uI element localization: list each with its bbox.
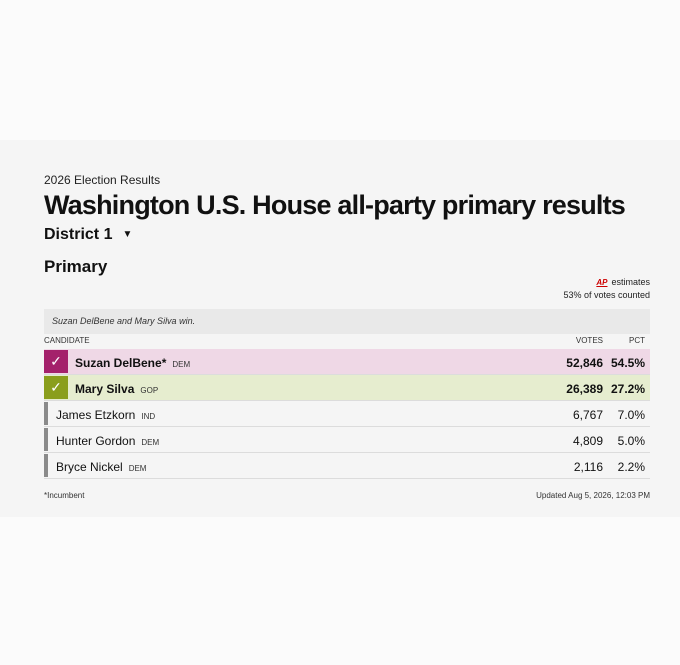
party-label: DEM [172, 360, 191, 369]
candidate-name: Mary Silva GOP [75, 382, 159, 396]
votes-counted: 53% of votes counted [563, 290, 650, 300]
ap-logo: AP [596, 278, 608, 287]
column-votes: VOTES [575, 336, 603, 345]
candidate-votes: 2,116 [573, 460, 603, 474]
kicker: 2026 Election Results [44, 173, 161, 187]
table-row: Hunter Gordon DEM 4,809 5.0% [44, 427, 650, 453]
column-pct: PCT [629, 336, 645, 345]
row-bar [44, 402, 48, 425]
column-candidate: CANDIDATE [44, 336, 90, 345]
caret-down-icon: ▼ [122, 229, 133, 240]
table-header: CANDIDATE VOTES PCT [44, 336, 650, 348]
party-label: DEM [141, 438, 160, 447]
candidate-pct: 54.5% [610, 356, 645, 370]
party-label: GOP [140, 386, 159, 395]
candidate-votes: 6,767 [572, 408, 603, 422]
table-row: James Etzkorn IND 6,767 7.0% [44, 401, 650, 427]
candidate-pct: 2.2% [617, 460, 645, 474]
candidate-votes: 52,846 [566, 356, 603, 370]
table-row: ✓ Mary Silva GOP 26,389 27.2% [44, 375, 650, 401]
table-row: ✓ Suzan DelBene* DEM 52,846 54.5% [44, 349, 650, 375]
check-icon: ✓ [44, 350, 68, 373]
candidate-pct: 5.0% [617, 434, 645, 448]
candidate-name: Suzan DelBene* DEM [75, 356, 191, 370]
result-summary: Suzan DelBene and Mary Silva win. [44, 309, 650, 334]
candidate-pct: 27.2% [610, 382, 645, 396]
estimate-label: estimates [611, 277, 650, 287]
page-title: Washington U.S. House all-party primary … [44, 190, 626, 220]
results-table: ✓ Suzan DelBene* DEM 52,846 54.5% ✓ Mary … [44, 349, 650, 479]
candidate-name: Hunter Gordon DEM [56, 434, 160, 448]
candidate-pct: 7.0% [617, 408, 645, 422]
row-bar [44, 428, 48, 451]
updated-timestamp: Updated Aug 5, 2026, 12:03 PM [536, 491, 650, 500]
candidate-votes: 26,389 [566, 382, 603, 396]
candidate-name: Bryce Nickel DEM [56, 460, 147, 474]
race-label: Primary [44, 257, 108, 276]
district-label: District 1 [44, 226, 113, 243]
table-row: Bryce Nickel DEM 2,116 2.2% [44, 453, 650, 479]
incumbent-note: *Incumbent [44, 491, 85, 500]
row-bar [44, 454, 48, 477]
candidate-votes: 4,809 [572, 434, 603, 448]
party-label: IND [141, 412, 156, 421]
district-dropdown[interactable]: District 1 ▼ [44, 226, 132, 244]
estimate-info: AP estimates 53% of votes counted [563, 276, 650, 301]
party-label: DEM [128, 464, 147, 473]
check-icon: ✓ [44, 376, 68, 399]
candidate-name: James Etzkorn IND [56, 408, 156, 422]
